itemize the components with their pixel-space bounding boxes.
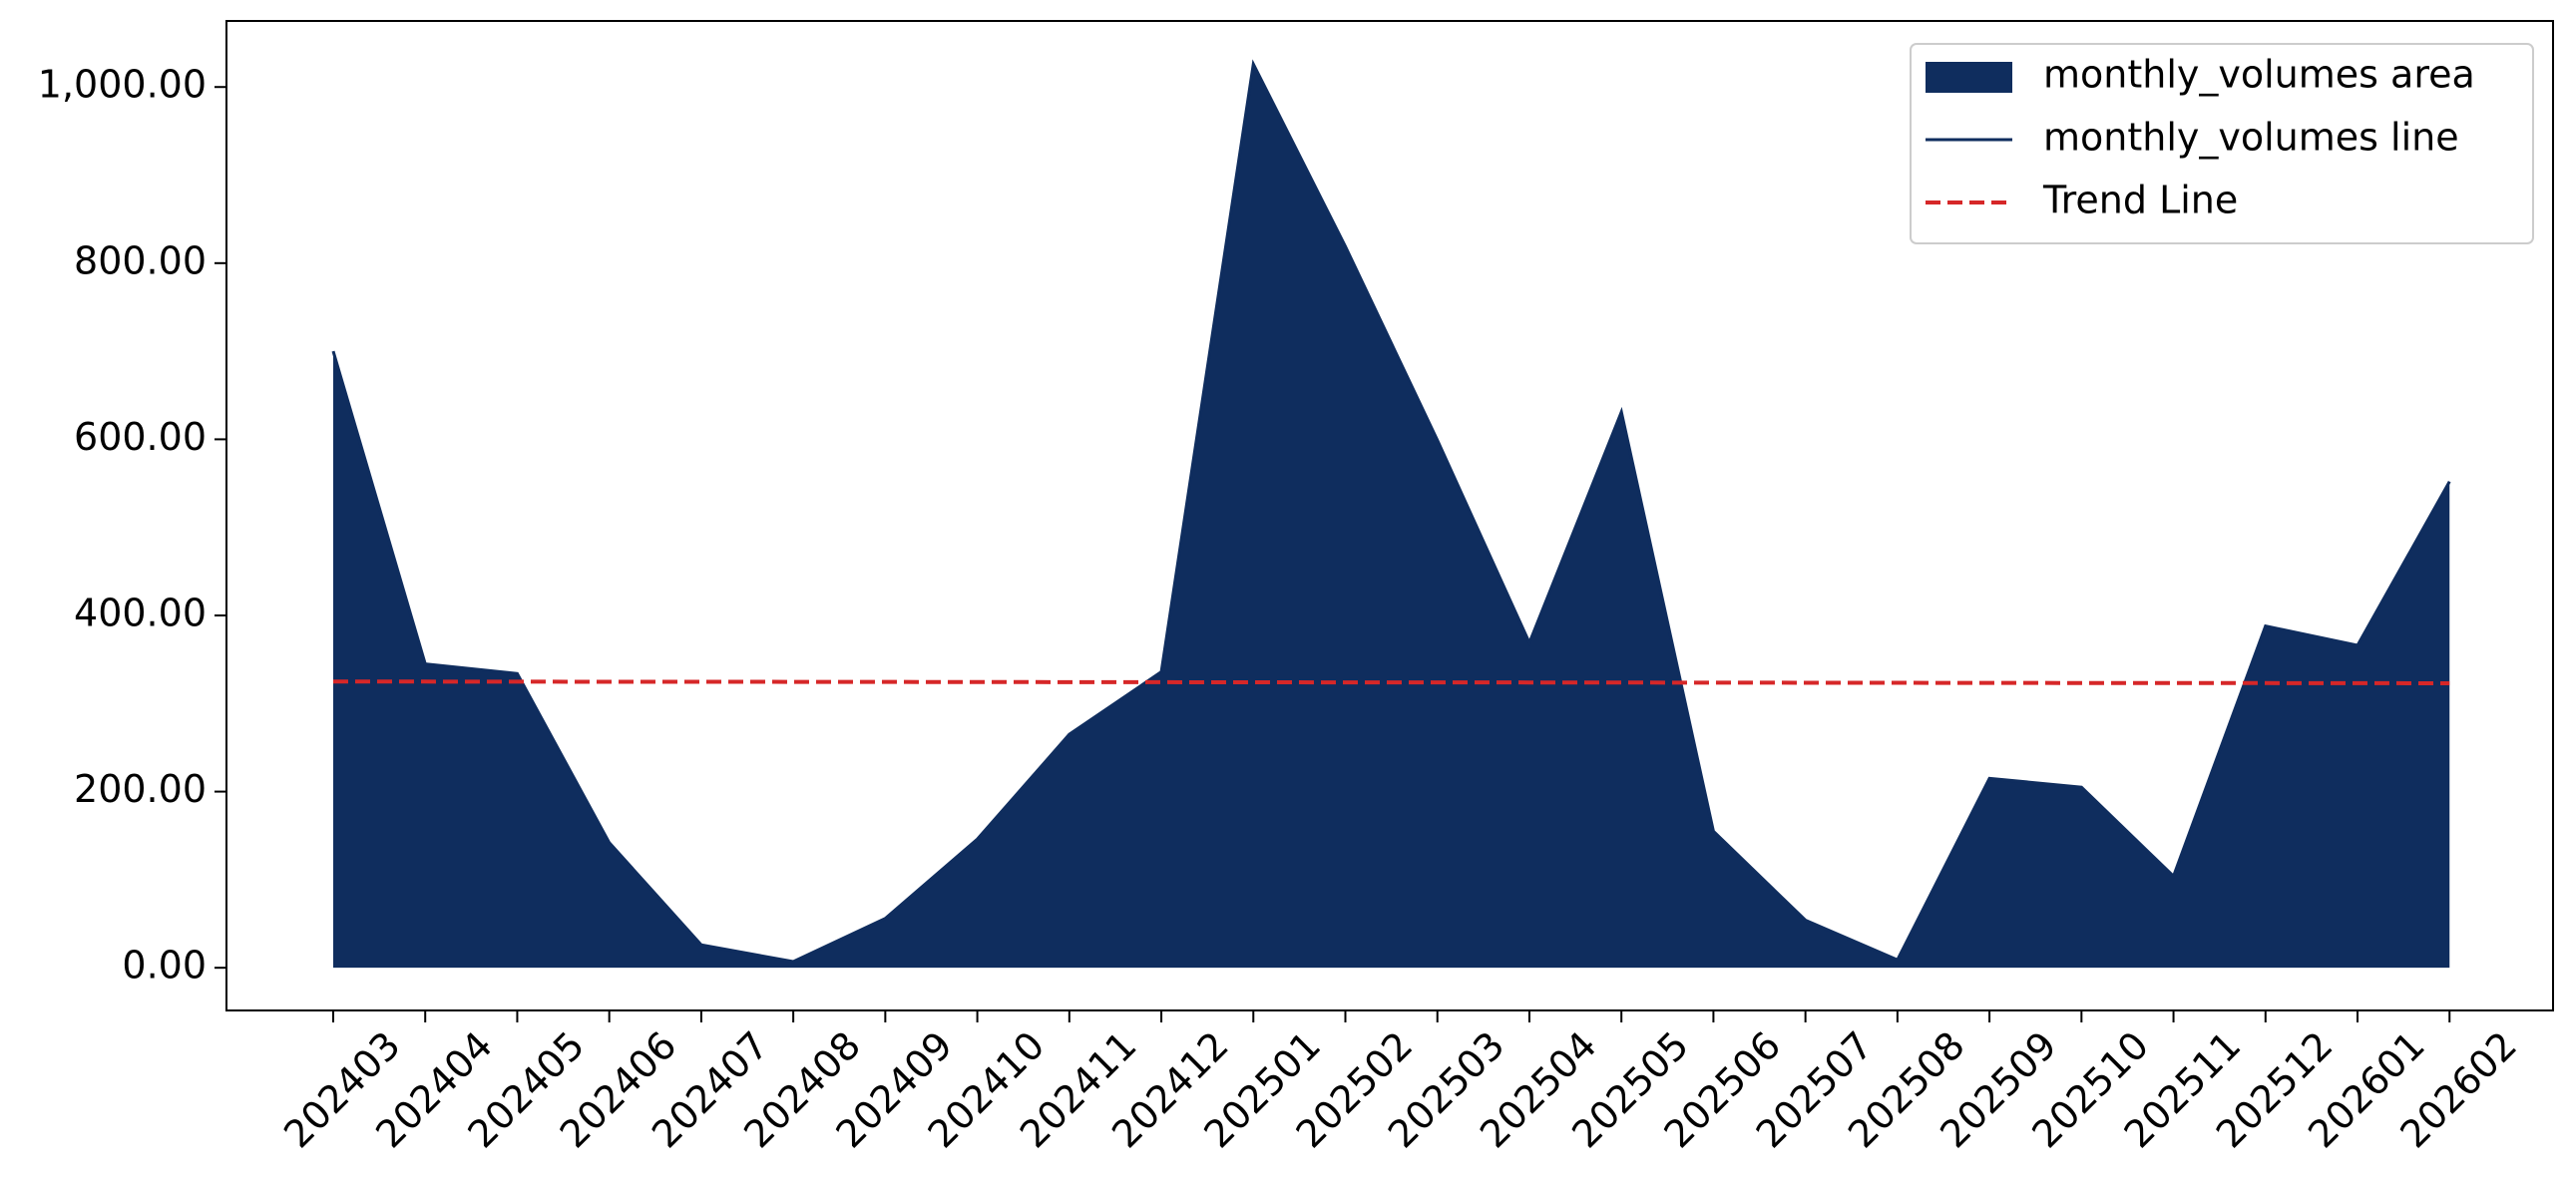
- legend-box: [1910, 43, 2534, 244]
- plot-frame: [225, 20, 2554, 1011]
- line: [331, 59, 2451, 964]
- trend-line: [332, 679, 2450, 685]
- y-tick-label: 600.00: [74, 415, 207, 459]
- legend-label: monthly_volumes line: [2043, 116, 2459, 160]
- area: [332, 64, 2450, 969]
- y-tick-label: 400.00: [74, 591, 207, 634]
- y-tick-label: 1,000.00: [38, 63, 207, 107]
- legend-label: Trend Line: [2042, 179, 2238, 222]
- legend-swatch: [1926, 62, 2012, 93]
- y-tick-label: 200.00: [74, 767, 207, 811]
- legend-label: monthly_volumes area: [2043, 53, 2475, 97]
- y-tick-label: 800.00: [74, 238, 207, 282]
- y-tick-label: 0.00: [122, 944, 207, 988]
